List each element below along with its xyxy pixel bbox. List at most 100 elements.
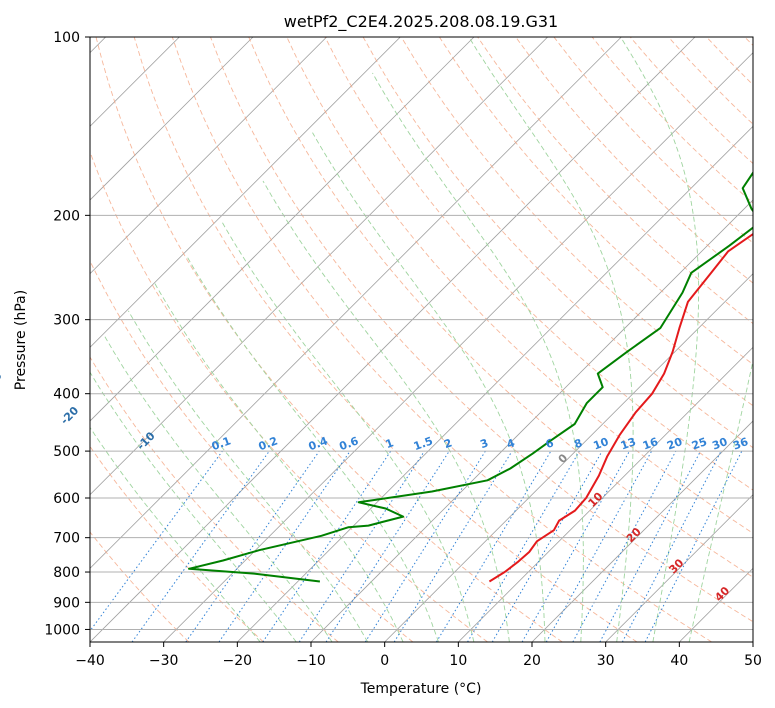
- dry-adiabat-line: [362, 37, 753, 449]
- mixing-ratio-line: [644, 450, 743, 642]
- isotherm-line: [90, 37, 327, 275]
- temperature-profile-line: [488, 232, 753, 583]
- dewpoint-profile-line: [188, 171, 753, 583]
- moist-adiabat-line: [104, 336, 333, 642]
- profile-lines: [188, 171, 753, 583]
- mixing-ratio-line: [572, 450, 677, 642]
- x-tick-label: 0: [380, 653, 389, 669]
- y-tick-label: 600: [53, 491, 80, 507]
- y-tick-label: 300: [53, 313, 80, 329]
- isotherm-line: [752, 641, 753, 642]
- dry-adiabat-line: [90, 531, 190, 642]
- isotherm-line: [90, 37, 622, 569]
- mixing-ratio-label: 1: [384, 436, 396, 451]
- mixing-ratio-line: [599, 450, 701, 642]
- mixing-ratio-line: [621, 450, 722, 642]
- dry-adiabat-line: [439, 37, 753, 365]
- dry-adiabat-label: -20: [58, 404, 81, 427]
- dry-adiabat-line: [324, 37, 753, 491]
- y-axis-title: Pressure (hPa): [13, 290, 29, 390]
- mixing-ratio-label: 25: [690, 435, 709, 452]
- mixing-ratio-label: 6: [544, 436, 556, 451]
- dry-adiabat-line: [400, 37, 753, 407]
- x-tick-label: 20: [523, 653, 541, 669]
- mixing-ratio-label: 0.6: [338, 434, 361, 453]
- mixing-ratio-line: [218, 450, 351, 642]
- isotherm-line: [458, 346, 753, 642]
- dry-adiabat-line: [591, 37, 753, 204]
- mixing-ratio-label: 3: [478, 436, 490, 451]
- mixing-ratio-label: 1.5: [412, 434, 435, 453]
- dry-adiabat-line: [706, 37, 753, 86]
- y-tick-label: 100: [53, 30, 80, 46]
- background-lines: [90, 37, 753, 642]
- dry-adiabat-line: [95, 37, 563, 642]
- mixing-ratio-line: [435, 450, 552, 642]
- y-tick-label: 200: [53, 208, 80, 224]
- isotherm-line: [90, 37, 696, 642]
- isotherm-line: [90, 37, 254, 201]
- isotherm-line: [605, 494, 753, 642]
- dry-adiabat-label: -10: [134, 429, 157, 452]
- mixing-ratio-line: [545, 450, 653, 642]
- mixing-ratio-label: 20: [665, 435, 684, 453]
- x-tick-label: 10: [449, 653, 467, 669]
- mixing-ratio-label: 16: [641, 435, 660, 453]
- chart-title: wetPf2_C2E4.2025.208.08.19.G31: [284, 12, 558, 32]
- mixing-ratio-line: [325, 450, 450, 642]
- mixing-ratio-label: 8: [572, 436, 584, 451]
- dry-adiabat-line: [90, 150, 488, 642]
- y-tick-label: 400: [53, 387, 80, 403]
- x-tick-label: −20: [223, 653, 253, 669]
- mixing-ratio-label: 36: [731, 435, 750, 453]
- mixing-ratio-label: 10: [592, 435, 611, 453]
- dry-adiabat-line: [553, 37, 753, 244]
- moist-adiabat-line: [154, 282, 404, 642]
- mixing-ratio-line: [467, 450, 580, 642]
- mixing-ratio-label: 13: [619, 435, 638, 452]
- mixing-ratio-line: [491, 450, 603, 642]
- mixing-ratio-label: 0.4: [307, 434, 330, 453]
- isotherm-line: [679, 567, 753, 642]
- axes: −40 −30 −20 −10 0 10 20 30 40 5010020030040050060…: [44, 30, 762, 669]
- moist-adiabat-line: [186, 256, 439, 642]
- x-axis-title: Temperature (°C): [360, 681, 482, 697]
- dry-adiabat-line: [515, 37, 753, 284]
- dry-adiabat-line: [171, 37, 712, 642]
- dry-adiabat-line: [668, 37, 753, 125]
- mixing-ratio-label: 4: [505, 436, 517, 451]
- dry-adiabat-line: [248, 37, 753, 578]
- moist-adiabat-line: [262, 180, 510, 642]
- dry-adiabat-line: [133, 37, 638, 642]
- mixing-ratio-label: 2: [442, 436, 454, 451]
- x-tick-label: 50: [744, 653, 762, 669]
- x-tick-label: 30: [597, 653, 615, 669]
- mixing-ratio-label: 0.1: [210, 434, 233, 453]
- isotherm-label: 30: [666, 556, 686, 576]
- isotherm-line: [310, 199, 753, 642]
- dry-adiabat-line: [744, 37, 753, 47]
- isotherm-line: [90, 37, 401, 348]
- isotherm-line: [90, 37, 475, 422]
- isotherm-line: [163, 52, 753, 642]
- moist-adiabat-line: [620, 37, 700, 642]
- x-tick-label: −40: [75, 653, 105, 669]
- mixing-ratio-line: [393, 450, 513, 642]
- moist-adiabat-line: [372, 72, 584, 642]
- moist-adiabat-line: [90, 371, 297, 642]
- y-tick-label: 700: [53, 531, 80, 547]
- x-tick-label: 40: [670, 653, 688, 669]
- isotherm-line: [384, 273, 753, 642]
- y-tick-label: 500: [53, 444, 80, 460]
- moist-adiabat-line: [688, 358, 753, 642]
- mixing-ratio-line: [364, 450, 486, 642]
- dry-adiabat-line: [90, 445, 264, 642]
- moist-adiabat-line: [128, 310, 369, 642]
- y-tick-label: 1000: [44, 622, 80, 638]
- mixing-ratio-line: [521, 450, 630, 642]
- x-tick-label: −10: [296, 653, 326, 669]
- isotherm-line: [237, 125, 753, 642]
- isotherm-line: [531, 420, 753, 642]
- isotherm-label: 40: [712, 584, 732, 604]
